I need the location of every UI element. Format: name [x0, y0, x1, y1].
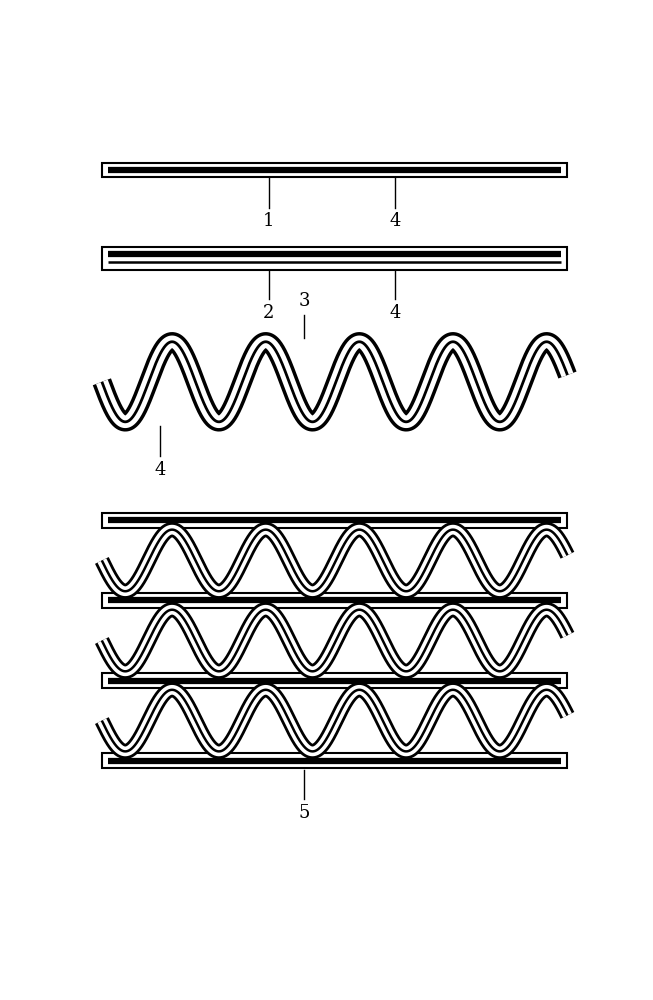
FancyBboxPatch shape — [102, 247, 567, 270]
FancyBboxPatch shape — [102, 753, 567, 768]
Text: 3: 3 — [298, 292, 310, 310]
Text: 5: 5 — [298, 804, 310, 822]
Text: 1: 1 — [263, 212, 275, 230]
FancyBboxPatch shape — [102, 673, 567, 688]
FancyBboxPatch shape — [102, 593, 567, 608]
Text: 4: 4 — [390, 212, 401, 230]
FancyBboxPatch shape — [102, 513, 567, 528]
Text: 4: 4 — [390, 304, 401, 322]
Text: 2: 2 — [263, 304, 274, 322]
Text: 4: 4 — [154, 461, 166, 479]
FancyBboxPatch shape — [102, 163, 567, 177]
